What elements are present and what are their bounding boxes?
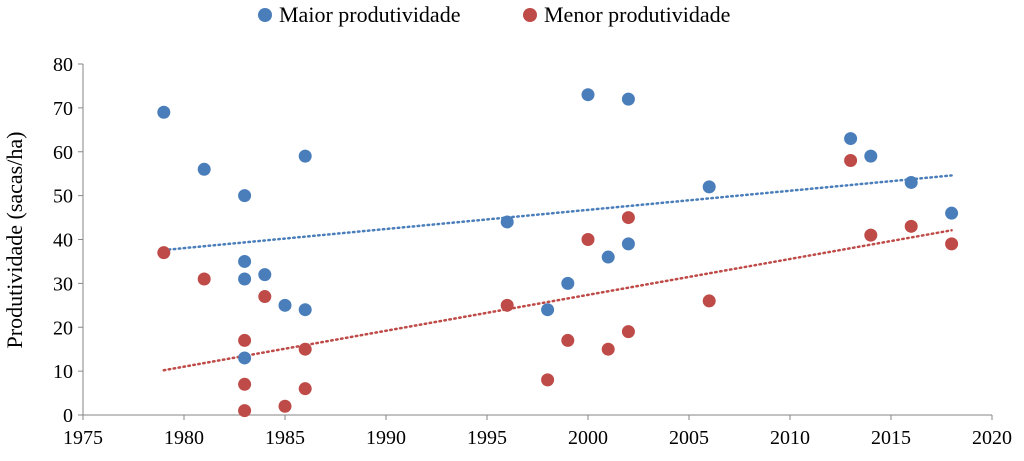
x-tick-label: 1975: [63, 427, 103, 449]
data-point-series-0: [541, 303, 555, 317]
x-tick-label: 2010: [770, 427, 810, 449]
legend-item-menor: Menor produtividade: [523, 2, 730, 28]
data-point-series-1: [298, 342, 312, 356]
y-tick-label: 20: [53, 317, 73, 339]
axes: 0 10 20 30 40 50 60 70 80 1975 1980 1985 1990 1995 200…: [53, 54, 1012, 449]
y-tick-label: 30: [53, 273, 73, 295]
data-point-series-0: [601, 250, 615, 264]
x-tick-label: 2015: [871, 427, 911, 449]
y-tick-label: 80: [53, 54, 73, 76]
data-point-series-0: [844, 132, 858, 146]
data-point-series-1: [945, 237, 959, 251]
data-point-series-1: [500, 298, 514, 312]
data-point-series-0: [238, 351, 252, 365]
trendline-series-1: [162, 229, 953, 372]
data-point-series-0: [581, 88, 595, 102]
y-tick-label: 60: [53, 142, 73, 164]
data-point-series-0: [238, 189, 252, 203]
data-point-series-0: [500, 215, 514, 229]
data-point-series-1: [238, 333, 252, 347]
data-points: [157, 88, 959, 418]
data-point-series-0: [904, 175, 918, 189]
data-point-series-0: [197, 162, 211, 176]
data-point-series-1: [157, 246, 171, 260]
x-tick-label: 1995: [467, 427, 507, 449]
data-point-series-0: [278, 298, 292, 312]
data-point-series-0: [864, 149, 878, 163]
data-point-series-0: [945, 206, 959, 220]
data-point-series-1: [278, 399, 292, 413]
trendlines: [162, 174, 953, 372]
data-point-series-0: [157, 105, 171, 119]
y-tick-label: 0: [63, 405, 73, 427]
data-point-series-1: [238, 404, 252, 418]
legend-item-maior: Maior produtividade: [258, 2, 460, 28]
x-tick-label: 2020: [972, 427, 1012, 449]
legend-label-maior: Maior produtividade: [279, 2, 461, 27]
data-point-series-1: [904, 219, 918, 233]
data-point-series-1: [541, 373, 555, 387]
data-point-series-0: [561, 276, 575, 290]
data-point-series-1: [601, 342, 615, 356]
data-point-series-0: [258, 268, 272, 282]
x-tick-label: 1990: [366, 427, 406, 449]
y-tick-label: 50: [53, 186, 73, 208]
x-tick-label: 1985: [265, 427, 305, 449]
data-point-series-1: [844, 154, 858, 168]
y-tick-label: 10: [53, 361, 73, 383]
data-point-series-0: [298, 149, 312, 163]
legend-marker-menor: [523, 8, 537, 22]
data-point-series-1: [298, 382, 312, 396]
trendline-series-0: [162, 174, 953, 252]
legend-marker-maior: [258, 8, 272, 22]
data-point-series-1: [621, 325, 635, 339]
y-axis-label: Produtividade (sacas/ha): [2, 132, 27, 349]
x-tick-label: 1980: [164, 427, 204, 449]
data-point-series-1: [702, 294, 716, 308]
data-point-series-1: [581, 233, 595, 246]
data-point-series-1: [197, 272, 211, 286]
data-point-series-1: [238, 377, 252, 391]
x-tick-label: 2005: [669, 427, 709, 449]
data-point-series-0: [298, 303, 312, 317]
data-point-series-0: [702, 180, 716, 194]
data-point-series-0: [621, 237, 635, 251]
data-point-series-1: [621, 211, 635, 225]
data-point-series-0: [621, 92, 635, 106]
data-point-series-0: [238, 272, 252, 286]
legend: Maior produtividade Menor produtividade: [0, 2, 1024, 32]
data-point-series-1: [258, 290, 272, 304]
y-tick-label: 40: [53, 230, 73, 252]
x-tick-label: 2000: [568, 427, 608, 449]
data-point-series-1: [864, 228, 878, 242]
legend-label-menor: Menor produtividade: [544, 2, 731, 27]
data-point-series-0: [238, 254, 252, 268]
data-point-series-1: [561, 333, 575, 347]
y-tick-label: 70: [53, 98, 73, 120]
